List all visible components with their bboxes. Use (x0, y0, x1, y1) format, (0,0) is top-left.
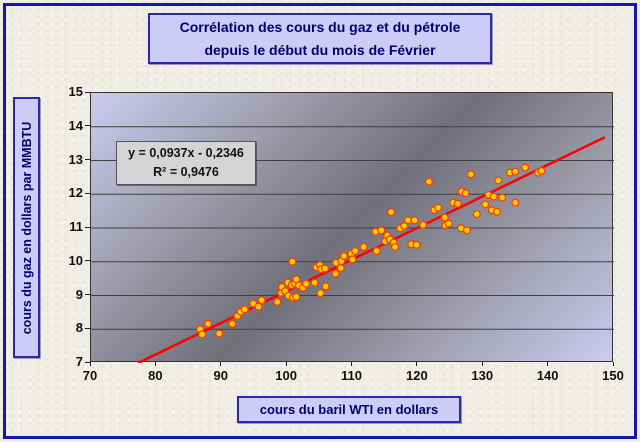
data-point (511, 198, 520, 207)
data-point (434, 203, 443, 212)
y-axis-tick-mark (85, 361, 90, 363)
y-axis-tick-mark (85, 260, 90, 262)
data-point (462, 226, 471, 235)
data-point (321, 282, 330, 291)
y-axis-tick-mark (85, 192, 90, 194)
data-point (215, 329, 224, 338)
data-point (461, 189, 470, 198)
data-point (537, 166, 546, 176)
data-point (453, 199, 462, 208)
data-point (331, 269, 340, 278)
data-point (377, 226, 386, 235)
data-point (228, 319, 237, 328)
x-axis-title-box: cours du baril WTI en dollars (237, 396, 461, 423)
data-point (320, 264, 330, 273)
data-point (492, 207, 502, 216)
x-tick-label: 70 (82, 368, 98, 383)
data-point (521, 163, 530, 172)
y-axis-tick-mark (85, 327, 90, 329)
data-point (412, 240, 421, 249)
plot-area: y = 0,0937x - 0,2346 R² = 0,9476 (90, 92, 614, 363)
r-squared-value: R² = 0,9476 (153, 165, 219, 179)
data-point (240, 305, 249, 314)
data-point (472, 210, 481, 219)
x-axis-title: cours du baril WTI en dollars (259, 402, 439, 417)
y-axis-title: cours du gaz en dollars par MMBTU (19, 121, 34, 334)
x-axis-tick-mark (154, 362, 156, 366)
data-point (390, 242, 400, 251)
trend-line (137, 136, 606, 363)
data-point (511, 167, 520, 176)
x-tick-label: 90 (213, 368, 228, 383)
data-point (273, 297, 282, 306)
data-point (198, 330, 207, 339)
y-tick-label: 13 (68, 151, 83, 167)
y-axis-tick-mark (85, 226, 90, 228)
x-tick-label: 100 (275, 368, 297, 383)
y-tick-label: 11 (69, 219, 83, 234)
data-point (419, 220, 428, 230)
x-axis-tick-mark (220, 362, 222, 366)
y-axis-tick-mark (85, 91, 90, 93)
x-axis-tick-mark (481, 362, 483, 366)
data-point (498, 193, 507, 202)
data-point (494, 176, 503, 185)
y-tick-label: 7 (75, 354, 83, 369)
y-axis-title-box: cours du gaz en dollars par MMBTU (13, 97, 40, 358)
y-tick-label: 10 (68, 252, 83, 268)
data-point (310, 278, 319, 287)
x-tick-label: 140 (536, 368, 559, 383)
data-point (466, 170, 475, 179)
data-point (424, 177, 434, 186)
data-point (440, 213, 449, 222)
x-axis-tick-mark (351, 362, 352, 366)
y-axis-tick-mark (85, 294, 90, 295)
x-axis-tick-mark (89, 362, 91, 366)
y-tick-label: 8 (75, 320, 83, 336)
y-tick-label: 12 (68, 185, 83, 201)
data-point (336, 264, 345, 273)
trendline-equation: y = 0,0937x - 0,2346 (128, 146, 244, 160)
chart-title-line-2: depuis le début du mois de Février (204, 41, 436, 58)
y-axis-tick-mark (85, 125, 90, 127)
data-point (257, 296, 266, 305)
data-point (404, 216, 413, 225)
y-axis-tick-mark (85, 159, 90, 160)
x-tick-label: 110 (341, 368, 362, 383)
y-tick-label: 14 (68, 117, 83, 133)
x-tick-label: 130 (471, 368, 494, 383)
scatter-plot-svg (91, 126, 614, 363)
data-point (410, 216, 419, 225)
chart-title-box: Corrélation des cours du gaz et du pétro… (148, 13, 492, 64)
x-tick-label: 120 (406, 368, 428, 383)
trendline-equation-box: y = 0,0937x - 0,2346 R² = 0,9476 (116, 141, 256, 185)
data-point (400, 221, 409, 231)
x-axis-tick-mark (285, 362, 287, 366)
y-tick-label: 9 (75, 286, 83, 302)
data-point (302, 279, 311, 288)
y-tick-label: 15 (68, 84, 83, 99)
data-point (359, 242, 368, 251)
data-point (288, 257, 297, 266)
chart-title-line-1: Corrélation des cours du gaz et du pétro… (179, 18, 461, 35)
x-axis-tick-mark (612, 362, 614, 366)
x-axis-tick-mark (547, 362, 549, 366)
data-point (348, 255, 357, 264)
data-point (351, 246, 360, 256)
data-point (316, 289, 325, 298)
data-point (292, 292, 301, 301)
data-point (372, 246, 381, 256)
x-tick-label: 150 (602, 368, 624, 383)
data-point (339, 251, 349, 261)
data-point (444, 219, 453, 228)
x-tick-label: 80 (148, 368, 163, 383)
data-point (489, 192, 498, 201)
data-point (481, 200, 490, 209)
data-point (203, 319, 213, 328)
data-point (254, 302, 263, 311)
x-axis-tick-mark (416, 362, 418, 366)
data-point (387, 208, 396, 217)
